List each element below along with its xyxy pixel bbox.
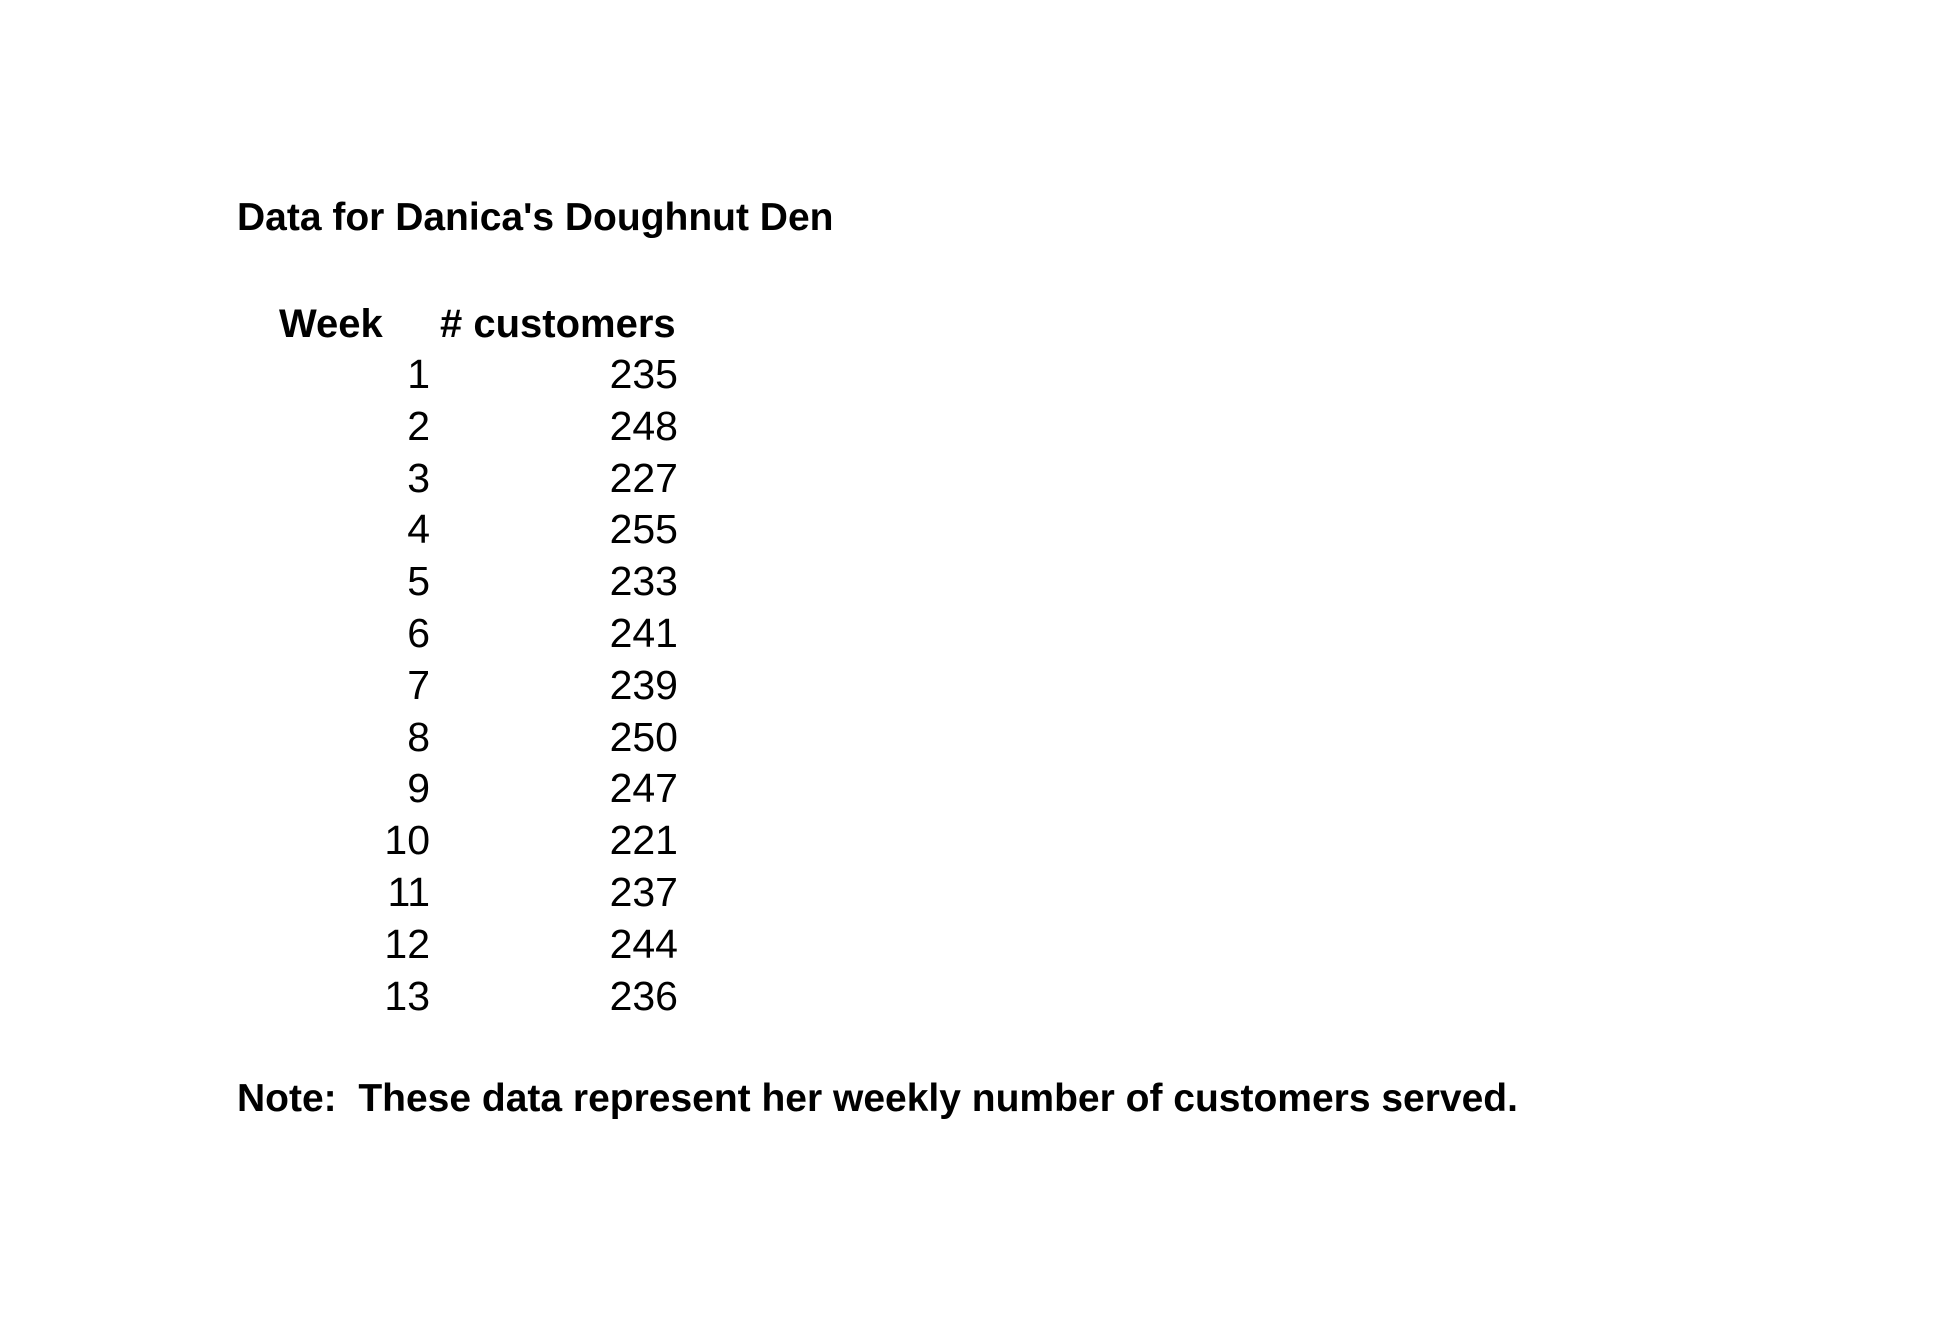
customers-cell: 233 (609, 558, 678, 605)
table-row: 10 221 (0, 816, 800, 868)
week-cell: 4 (407, 506, 430, 553)
week-cell: 7 (407, 661, 430, 708)
column-header-week: Week (279, 302, 383, 346)
table-row: 7 239 (0, 661, 800, 713)
table-row: 8 250 (0, 713, 800, 765)
customers-cell: 239 (609, 661, 678, 708)
week-cell: 6 (407, 609, 430, 656)
week-cell: 8 (407, 713, 430, 760)
note-text: Note: These data represent her weekly nu… (237, 1077, 1518, 1120)
customers-cell: 247 (609, 765, 678, 812)
table-row: 3 227 (0, 454, 800, 506)
week-cell: 9 (407, 765, 430, 812)
table-row: 1 235 (0, 350, 800, 402)
customers-cell: 221 (609, 817, 678, 864)
table-row: 5 233 (0, 557, 800, 609)
document-title: Data for Danica's Doughnut Den (237, 196, 834, 239)
week-cell: 1 (407, 351, 430, 397)
customers-cell: 250 (609, 713, 678, 760)
table-row: 6 241 (0, 609, 800, 661)
customers-cell: 241 (609, 609, 678, 656)
column-header-customers: # customers (440, 302, 676, 346)
customers-cell: 244 (609, 920, 678, 967)
customers-cell: 236 (609, 972, 678, 1019)
week-cell: 5 (407, 558, 430, 605)
week-cell: 13 (384, 972, 430, 1019)
customers-cell: 255 (609, 506, 678, 553)
table-row: 12 244 (0, 920, 800, 972)
table-row: 11 237 (0, 868, 800, 920)
week-cell: 10 (384, 817, 430, 864)
week-cell: 12 (384, 920, 430, 967)
customers-cell: 235 (609, 351, 678, 397)
customers-cell: 248 (609, 402, 678, 449)
data-table: 1 235 2 248 3 227 4 255 5 233 6 241 7 239 8 250 9 247 10 22… (0, 350, 800, 1023)
table-row: 2 248 (0, 402, 800, 454)
table-row: 13 236 (0, 972, 800, 1024)
customers-cell: 237 (609, 868, 678, 915)
week-cell: 11 (387, 868, 430, 915)
table-row: 4 255 (0, 505, 800, 557)
table-row: 9 247 (0, 764, 800, 816)
customers-cell: 227 (609, 454, 678, 501)
week-cell: 3 (407, 454, 430, 501)
week-cell: 2 (407, 402, 430, 449)
